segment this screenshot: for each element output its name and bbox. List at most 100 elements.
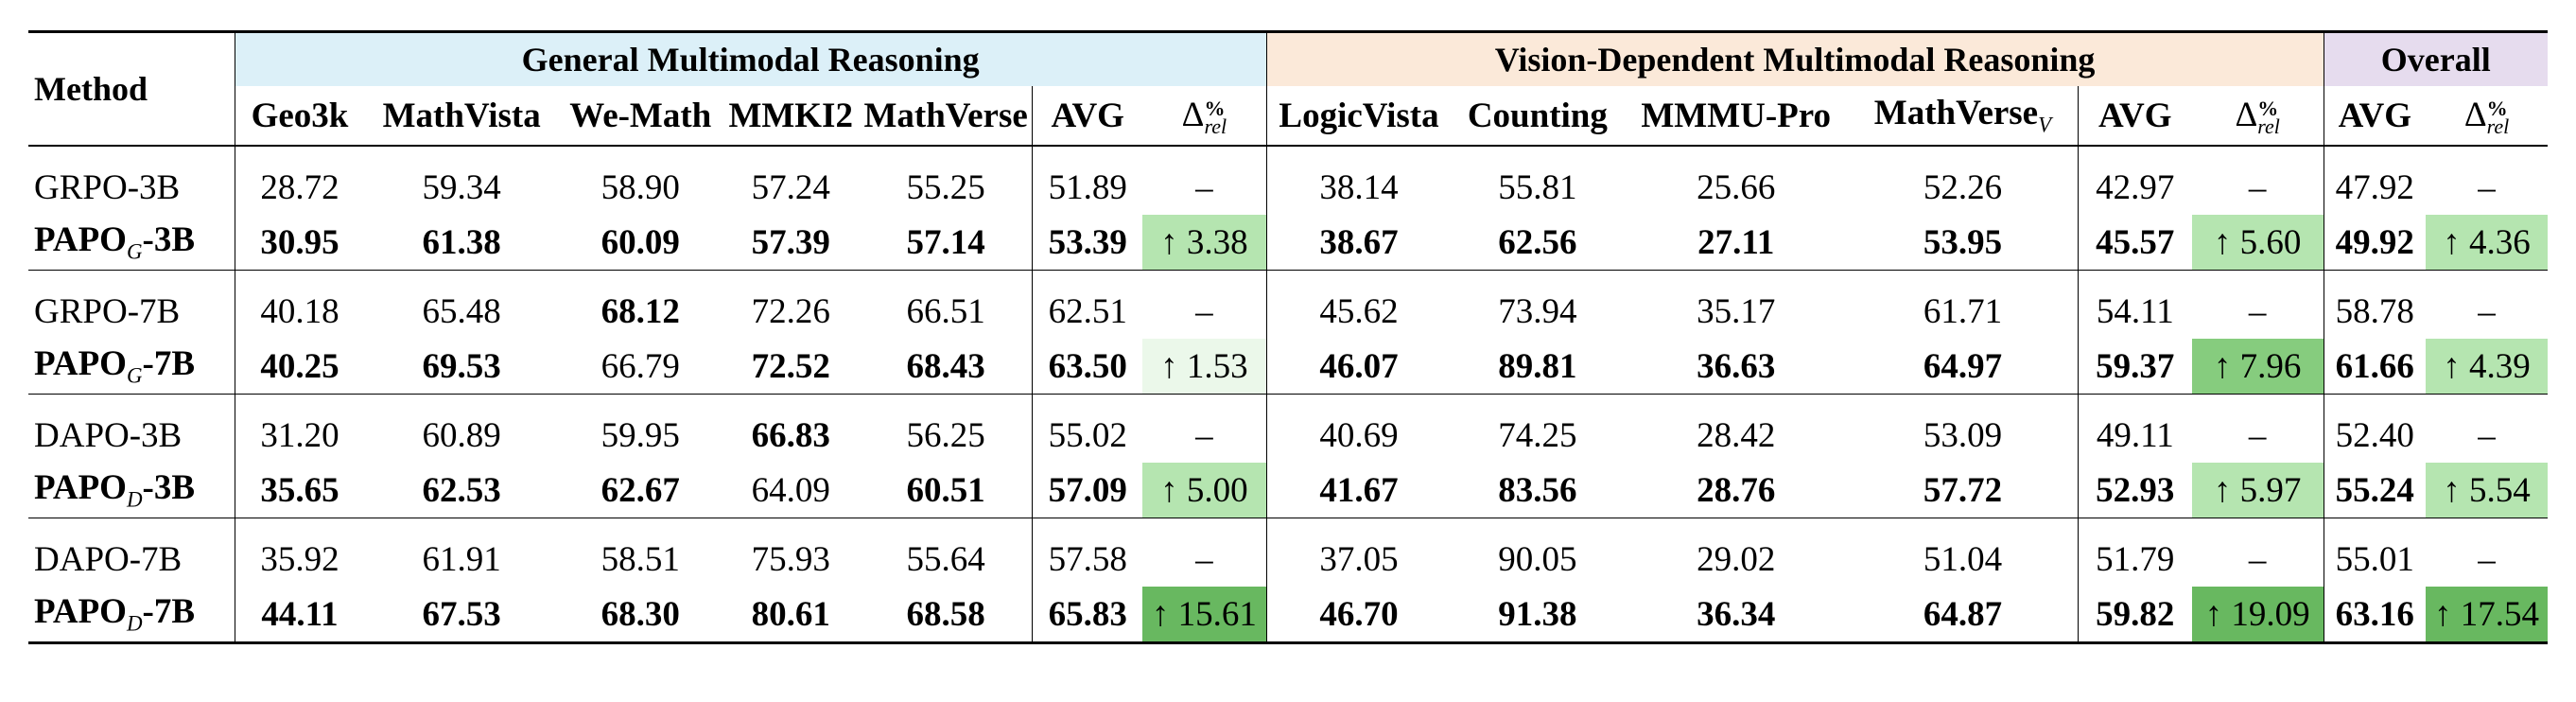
- table-row: PAPOG-7B 40.25 69.53 66.79 72.52 68.43 63.50 ↑ …: [28, 339, 2548, 395]
- method-name: DAPO-3B: [34, 415, 183, 455]
- general-delta: ↑ 15.61: [1142, 587, 1267, 643]
- general-value: 57.14: [859, 215, 1033, 271]
- general-value: 61.91: [422, 539, 501, 579]
- table-row: DAPO-3B 31.20 60.89 59.95 66.83 56.25 55.02 – 40…: [28, 394, 2548, 463]
- vision-value: 62.56: [1451, 215, 1625, 271]
- general-delta: –: [1195, 415, 1213, 455]
- vision-value: 36.63: [1624, 339, 1849, 395]
- table-row: PAPOG-3B 30.95 61.38 60.09 57.39 57.14 53.39 ↑ …: [28, 215, 2548, 271]
- overall-avg: 49.92: [2323, 215, 2427, 271]
- general-value: 35.65: [234, 463, 365, 518]
- general-avg: 57.58: [1032, 518, 1143, 587]
- general-value: 75.93: [751, 539, 830, 579]
- vision-value: 41.67: [1265, 463, 1452, 518]
- vision-value: 25.66: [1697, 167, 1776, 207]
- general-value: 40.25: [234, 339, 365, 395]
- method-name-bold: PAPO: [34, 592, 127, 632]
- vision-value: 37.05: [1265, 518, 1452, 587]
- col-header-mathvista: MathVista: [364, 86, 560, 147]
- method-name: PAPOD-7B: [28, 587, 235, 643]
- general-value: 60.51: [859, 463, 1033, 518]
- method-name-suffix: -7B: [142, 344, 196, 384]
- col-header-subscript: V: [2038, 113, 2052, 137]
- table-row: GRPO-7B 40.18 65.48 68.12 72.26 66.51 62.51 – 45…: [28, 270, 2548, 339]
- general-value: 55.25: [906, 167, 985, 207]
- method-name: PAPOG-7B: [28, 339, 235, 395]
- delta-superscript: %: [2486, 96, 2508, 120]
- general-value: 58.90: [600, 167, 680, 207]
- general-value: 60.09: [559, 215, 722, 271]
- general-value: 68.43: [859, 339, 1033, 395]
- general-value: 44.11: [234, 587, 365, 643]
- general-delta: ↑ 3.38: [1142, 215, 1267, 271]
- general-value: 59.95: [600, 415, 680, 455]
- vision-value: 52.26: [1923, 167, 2003, 207]
- general-value: 28.72: [234, 146, 365, 215]
- method-name: GRPO-7B: [34, 291, 181, 331]
- method-name-bold: PAPO: [34, 344, 127, 384]
- overall-delta: –: [2478, 291, 2496, 331]
- vision-value: 38.67: [1265, 215, 1452, 271]
- general-value: 65.48: [422, 291, 501, 331]
- vision-value: 64.87: [1923, 594, 2003, 634]
- vision-delta-header: Δ% rel: [2191, 86, 2324, 147]
- general-value: 66.83: [751, 415, 830, 455]
- vision-value: 55.81: [1498, 167, 1577, 207]
- general-delta: –: [1195, 539, 1213, 579]
- vision-avg: 42.97: [2077, 146, 2192, 215]
- vision-delta: ↑ 7.96: [2191, 339, 2324, 395]
- general-avg: 53.39: [1032, 215, 1143, 271]
- general-delta: ↑ 5.00: [1142, 463, 1267, 518]
- general-value: 55.64: [906, 539, 985, 579]
- vision-value: 46.70: [1265, 587, 1452, 643]
- vision-delta: –: [2248, 167, 2267, 207]
- delta-subscript: rel: [2486, 114, 2510, 139]
- overall-delta: ↑ 4.39: [2426, 339, 2548, 395]
- col-header-v-counting: Counting: [1451, 86, 1625, 147]
- method-name: PAPOD-3B: [28, 463, 235, 518]
- method-name-suffix: -7B: [142, 592, 196, 632]
- vision-avg: 51.79: [2077, 518, 2192, 587]
- overall-avg: 58.78: [2323, 270, 2427, 339]
- method-name-subscript: D: [126, 611, 143, 636]
- col-header-mmki2: MMKI2: [722, 86, 860, 147]
- delta-superscript: %: [1204, 96, 1226, 120]
- vision-value: 40.69: [1265, 394, 1452, 463]
- vision-value: 90.05: [1498, 539, 1577, 579]
- method-name-suffix: -3B: [142, 468, 196, 508]
- vision-value: 29.02: [1697, 539, 1776, 579]
- overall-avg: 63.16: [2323, 587, 2427, 643]
- method-name-suffix: -3B: [142, 220, 196, 260]
- vision-value: 36.34: [1697, 594, 1776, 634]
- col-header-geo3k: Geo3k: [234, 86, 365, 147]
- table-row: GRPO-3B 28.72 59.34 58.90 57.24 55.25 51.89 – 38…: [28, 146, 2548, 215]
- vision-delta: ↑ 5.60: [2191, 215, 2324, 271]
- vision-value: 38.14: [1265, 146, 1452, 215]
- vision-delta: ↑ 5.97: [2191, 463, 2324, 518]
- col-header-avg: AVG: [1032, 86, 1143, 147]
- overall-delta: ↑ 17.54: [2426, 587, 2548, 643]
- general-value: 72.26: [751, 291, 830, 331]
- general-delta: –: [1195, 291, 1213, 331]
- method-name: GRPO-3B: [34, 167, 181, 207]
- column-header-row: Geo3k MathVista We-Math MMKI2 MathVerse AVG Δ%…: [28, 86, 2548, 147]
- vision-avg: 59.37: [2077, 339, 2192, 395]
- general-value: 58.51: [600, 539, 680, 579]
- general-avg: 63.50: [1032, 339, 1143, 395]
- general-avg: 65.83: [1032, 587, 1143, 643]
- vision-value: 64.97: [1848, 339, 2079, 395]
- delta-symbol: Δ: [1181, 95, 1205, 134]
- vision-value: 45.62: [1265, 270, 1452, 339]
- general-value: 68.30: [600, 594, 680, 634]
- vision-value: 28.42: [1697, 415, 1776, 455]
- general-avg: 51.89: [1032, 146, 1143, 215]
- method-name: PAPOG-3B: [28, 215, 235, 271]
- general-group-header: General Multimodal Reasoning: [234, 31, 1267, 86]
- vision-value: 51.04: [1923, 539, 2003, 579]
- vision-avg: 52.93: [2077, 463, 2192, 518]
- vision-avg: 49.11: [2077, 394, 2192, 463]
- method-name-subscript: G: [126, 363, 143, 388]
- method-header: Method: [28, 31, 235, 147]
- general-value: 59.34: [422, 167, 501, 207]
- overall-group-header: Overall: [2323, 31, 2548, 86]
